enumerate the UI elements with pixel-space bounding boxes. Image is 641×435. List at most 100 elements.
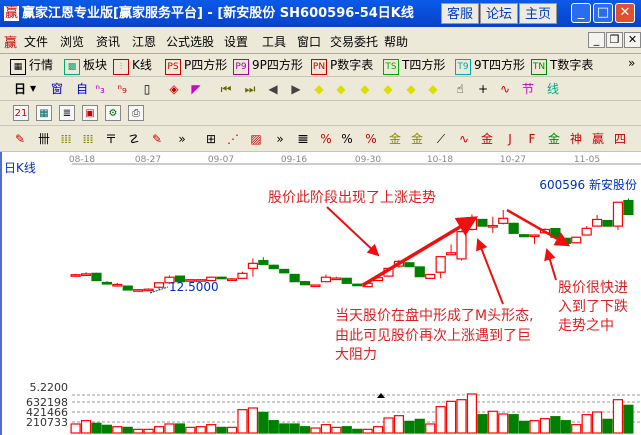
toolbar-button-0[interactable]: ▦ 行情 xyxy=(10,56,53,75)
ying-icon[interactable]: 赢 xyxy=(591,132,604,146)
j-icon[interactable]: J xyxy=(508,132,512,146)
maximize-button[interactable]: □ xyxy=(593,3,613,23)
menu-8[interactable]: 交易委托 xyxy=(330,35,379,49)
candle-body xyxy=(425,273,436,279)
percent3-icon[interactable]: % xyxy=(365,132,377,146)
pen2-icon[interactable]: ✎ xyxy=(151,132,163,146)
app-menu-icon[interactable]: 赢 xyxy=(4,36,18,51)
line-tool-icon[interactable]: ∿ xyxy=(499,82,511,96)
toolbar-button-6[interactable]: TS T四方形 xyxy=(383,56,445,75)
f-icon[interactable]: F xyxy=(528,132,536,146)
network-icon[interactable]: ⚙ xyxy=(105,105,121,121)
candle-body xyxy=(216,276,227,280)
crosshair-icon[interactable]: + xyxy=(477,82,489,96)
box-icon[interactable]: ⊞ xyxy=(205,132,217,146)
menu-7[interactable]: 窗口 xyxy=(297,35,322,49)
gann-icon[interactable]: ◈ xyxy=(169,82,179,96)
mdi-restore-button[interactable]: ❐ xyxy=(606,32,623,48)
table-icon[interactable]: 𝌆 xyxy=(297,132,309,146)
toolbar-button-3[interactable]: PS P四方形 xyxy=(165,56,227,75)
calendar-icon[interactable]: 21 xyxy=(13,105,29,121)
p9-icon: P9 xyxy=(233,59,249,75)
menu-4[interactable]: 公式选股 xyxy=(166,35,215,49)
mdi-minimize-button[interactable]: _ xyxy=(588,32,605,48)
shift-left-icon[interactable]: ◆ xyxy=(314,82,324,96)
spiral-icon[interactable]: ☡ xyxy=(128,132,140,146)
candle-body xyxy=(612,201,624,227)
gold-circle-icon[interactable]: 金 xyxy=(388,132,401,146)
toolbar-button-2[interactable]: ⫶ K线 xyxy=(113,56,152,75)
kline-chart-panel[interactable]: 日K线 600596 新安股份 08-18 08-27 09-07 09-16 09-3… xyxy=(0,152,641,435)
fan-icon[interactable]: ◤ xyxy=(191,82,201,96)
gold2-icon[interactable]: 𝍖 xyxy=(82,132,94,146)
zoom-out-icon[interactable]: ◆ xyxy=(428,82,438,96)
gold1-icon[interactable]: 𝍖 xyxy=(60,132,72,146)
close-button[interactable]: ✕ xyxy=(615,3,635,23)
toolbar-button-1[interactable]: ▩ 板块 xyxy=(64,56,107,75)
toolbar-more-button[interactable]: » xyxy=(628,56,636,70)
candle xyxy=(112,283,123,287)
printer-icon[interactable]: ⎙ xyxy=(128,105,144,121)
toolbar-button-4[interactable]: P9 9P四方形 xyxy=(233,56,303,75)
candle xyxy=(101,281,112,285)
calculator-icon[interactable]: ▦ xyxy=(36,105,52,121)
mdi-close-button[interactable]: ✕ xyxy=(624,32,641,48)
period-dropdown[interactable]: 日 xyxy=(14,82,27,96)
customer-service-link[interactable]: 客服 xyxy=(441,3,479,24)
ma9-icon[interactable]: ⁿ₉ xyxy=(117,82,127,96)
ma3-icon[interactable]: ⁿ₃ xyxy=(95,82,105,96)
arc-icon[interactable]: ▨ xyxy=(250,132,262,146)
candle xyxy=(153,282,165,290)
save-icon[interactable]: ▣ xyxy=(82,105,98,121)
menu-0[interactable]: 文件 xyxy=(24,35,49,49)
fib-icon[interactable]: ⟋ xyxy=(436,132,446,146)
wave-icon[interactable]: ∿ xyxy=(458,132,470,146)
gold-line-icon[interactable]: 金 xyxy=(410,132,423,146)
window-icon[interactable]: 窗 xyxy=(50,82,63,96)
zoom-in-icon[interactable]: ◆ xyxy=(406,82,416,96)
gold-icon[interactable]: 金 xyxy=(480,132,493,146)
self-icon[interactable]: 自 xyxy=(75,82,88,96)
rays-icon[interactable]: ⋰ xyxy=(227,132,239,146)
notes-icon[interactable]: ≣ xyxy=(59,105,75,121)
forum-link[interactable]: 论坛 xyxy=(480,3,518,24)
jin-icon[interactable]: 金 xyxy=(547,132,560,146)
candle xyxy=(122,285,133,291)
festival-icon[interactable]: 节 xyxy=(521,82,534,96)
last-icon[interactable]: ⏭ xyxy=(244,82,256,96)
toolbar-button-5[interactable]: PN P数字表 xyxy=(311,56,373,75)
hand-icon[interactable]: ☝ xyxy=(456,82,464,96)
expand-icon[interactable]: ◆ xyxy=(360,82,370,96)
more2-icon[interactable]: » xyxy=(276,132,284,146)
menu-9[interactable]: 帮助 xyxy=(384,35,409,49)
percent1-icon[interactable]: % xyxy=(320,132,332,146)
toolbar-button-7[interactable]: T9 9T四方形 xyxy=(455,56,525,75)
menu-6[interactable]: 工具 xyxy=(262,35,287,49)
more1-icon[interactable]: » xyxy=(178,132,186,146)
candle xyxy=(310,284,321,288)
toolbar-label: 9P四方形 xyxy=(252,58,303,72)
pen-icon[interactable]: ✎ xyxy=(14,132,26,146)
shrink-icon[interactable]: ◆ xyxy=(383,82,393,96)
menu-3[interactable]: 江恩 xyxy=(132,35,157,49)
shen-icon[interactable]: 神 xyxy=(569,132,582,146)
volume-bar xyxy=(164,423,175,434)
menu-1[interactable]: 浏览 xyxy=(60,35,85,49)
toolbar-button-8[interactable]: TN T数字表 xyxy=(531,56,593,75)
menu-5[interactable]: 设置 xyxy=(224,35,249,49)
percent2-icon[interactable]: % xyxy=(341,132,353,146)
first-icon[interactable]: ⏮ xyxy=(220,82,232,96)
prev-icon[interactable]: ◀ xyxy=(268,82,278,96)
kline-svg: 08-18 08-27 09-07 09-16 09-30 10-18 10-27 11-05… xyxy=(26,155,641,434)
next-icon[interactable]: ▶ xyxy=(291,82,301,96)
si-icon[interactable]: 四 xyxy=(613,132,626,146)
grid-icon[interactable]: 卌 xyxy=(37,132,50,146)
draw-line-icon[interactable]: 线 xyxy=(546,82,559,96)
homepage-link[interactable]: 主页 xyxy=(519,3,557,24)
shift-right-icon[interactable]: ◆ xyxy=(336,82,346,96)
minimize-button[interactable]: _ xyxy=(571,3,591,23)
line3-icon[interactable]: 〒 xyxy=(104,132,117,146)
sector-icon: ▩ xyxy=(64,59,80,75)
candle-type-icon[interactable]: ▯ xyxy=(143,82,151,96)
menu-2[interactable]: 资讯 xyxy=(96,35,121,49)
